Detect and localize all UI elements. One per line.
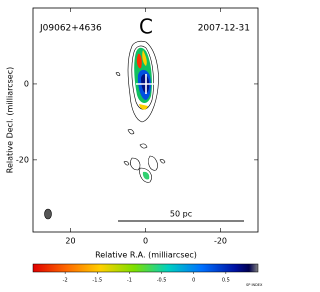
y-tick-label: 0 — [24, 79, 29, 88]
colorbar-tick-label: -1 — [127, 278, 132, 284]
source-name: J09062+4636 — [39, 24, 102, 34]
colorbar-tick-label: 0 — [192, 278, 195, 284]
x-tick-label: 0 — [143, 237, 148, 246]
colorbar-tick-label: -2 — [63, 278, 68, 284]
scale-label: 50 pc — [170, 210, 192, 219]
x-tick-label: 20 — [65, 237, 75, 246]
date-label: 2007-12-31 — [198, 24, 250, 34]
band-label: C — [139, 15, 153, 39]
colorbar-tick-label: -1.5 — [92, 278, 102, 284]
colorbar-label: SP INDEX — [246, 283, 263, 287]
core-marker — [136, 74, 156, 94]
colorbar — [32, 263, 259, 273]
colorbar-tick-label: -0.5 — [157, 278, 167, 284]
x-tick-label: -20 — [214, 237, 227, 246]
y-tick-label: -20 — [16, 155, 29, 164]
beam — [44, 208, 52, 220]
y-axis-label: Relative Decl. (milliarcsec) — [6, 67, 15, 173]
colorbar-tick-label: 0.5 — [222, 278, 230, 284]
chart: J09062+4636 C 2007-12-31 50 pc Relative … — [6, 7, 263, 287]
x-axis-label: Relative R.A. (milliarcsec) — [95, 251, 197, 260]
